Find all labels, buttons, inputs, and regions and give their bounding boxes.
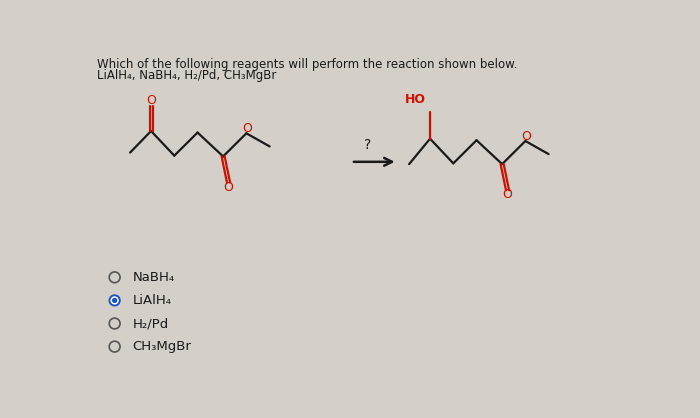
Text: H₂/Pd: H₂/Pd <box>132 317 169 330</box>
Text: NaBH₄: NaBH₄ <box>132 271 174 284</box>
Text: LiAlH₄: LiAlH₄ <box>132 294 172 307</box>
Circle shape <box>113 298 117 302</box>
Circle shape <box>109 295 120 306</box>
Text: O: O <box>223 181 234 194</box>
Text: LiAlH₄, NaBH₄, H₂/Pd, CH₃MgBr: LiAlH₄, NaBH₄, H₂/Pd, CH₃MgBr <box>97 69 276 82</box>
Text: Which of the following reagents will perform the reaction shown below.: Which of the following reagents will per… <box>97 58 517 71</box>
Text: HO: HO <box>405 93 426 106</box>
Circle shape <box>111 297 118 304</box>
Text: ?: ? <box>365 138 372 152</box>
Text: O: O <box>503 189 512 201</box>
Text: CH₃MgBr: CH₃MgBr <box>132 340 191 353</box>
Text: O: O <box>242 122 252 135</box>
Text: O: O <box>522 130 531 143</box>
Text: O: O <box>146 94 156 107</box>
